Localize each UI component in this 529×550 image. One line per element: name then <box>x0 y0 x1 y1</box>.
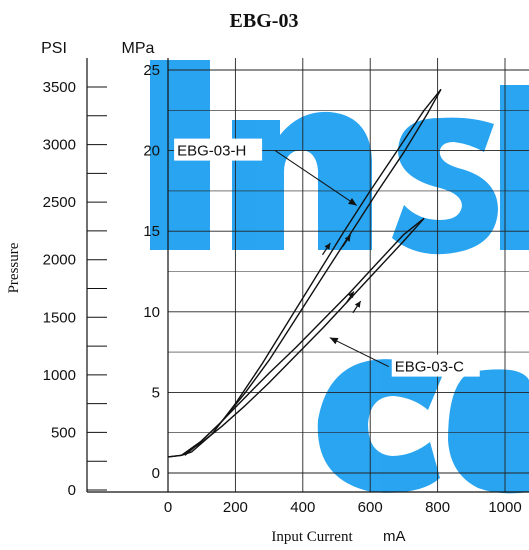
mpa-tick-label: 0 <box>152 465 160 482</box>
x-tick-label: 600 <box>358 499 383 516</box>
direction-arrowhead <box>348 291 354 299</box>
psi-unit-label: PSI <box>41 40 67 57</box>
series-line-falling <box>184 217 425 456</box>
watermark-letters <box>150 60 529 494</box>
psi-tick-label: 2000 <box>43 252 76 269</box>
mpa-tick-label: 10 <box>143 304 160 321</box>
chart-title: EBG-03 <box>230 10 299 32</box>
direction-arrowhead <box>344 235 351 242</box>
x-tick-label: 1000 <box>488 499 521 516</box>
psi-tick-label: 1500 <box>43 309 76 326</box>
direction-arrowhead <box>324 243 331 250</box>
annotation-label: EBG-03-C <box>395 359 464 376</box>
series-name: EBG-03-C <box>0 0 5 1</box>
x-tick-label: 200 <box>223 499 248 516</box>
psi-tick-label: 2500 <box>43 194 76 211</box>
direction-arrowhead <box>354 301 361 308</box>
watermark-letter-t <box>500 85 529 250</box>
x-tick-label: 0 <box>164 499 172 516</box>
psi-tick-label: 0 <box>68 482 76 499</box>
psi-tick-label: 3000 <box>43 137 76 154</box>
watermark-letter-n <box>232 111 372 250</box>
mpa-tick-label: 20 <box>143 143 160 160</box>
watermark-text: Inst Ce <box>0 0 3 1</box>
x-axis-label: Input Current <box>271 529 353 545</box>
psi-tick-label: 500 <box>51 424 76 441</box>
series-ebg-03-c: EBG-03-C <box>0 0 425 458</box>
mpa-tick-label: 25 <box>143 62 160 79</box>
annotation-arrowhead <box>348 198 357 206</box>
x-tick-label: 800 <box>425 499 450 516</box>
annotations-layer: EBG-03-H EBG-03-C <box>174 138 480 377</box>
mpa-unit-label: MPa <box>122 40 155 57</box>
mpa-tick-label: 5 <box>152 384 160 401</box>
mpa-tick-label: 15 <box>143 223 160 240</box>
watermark-letter-e <box>448 369 529 494</box>
psi-tick-label: 1000 <box>43 367 76 384</box>
series-name: EBG-03-H <box>0 0 5 1</box>
annotation-bg <box>391 354 480 377</box>
watermark: Inst Ce <box>0 0 529 494</box>
annotation-arrowhead <box>329 337 339 345</box>
y-axis-label: Pressure <box>6 242 22 293</box>
watermark-letter-s <box>392 117 498 255</box>
annotation-leader <box>329 337 389 368</box>
annotation-leader <box>274 150 357 206</box>
x-axis-unit: mA <box>383 528 406 545</box>
x-tick-label: 400 <box>290 499 315 516</box>
annotation-bg <box>174 138 263 161</box>
axes: 0 500 1000 1500 2000 2500 3000 3500 0 5 10 15 20 25 0 2… <box>43 58 529 516</box>
psi-tick-label: 3500 <box>43 79 76 96</box>
annotation-label: EBG-03-H <box>177 143 246 160</box>
